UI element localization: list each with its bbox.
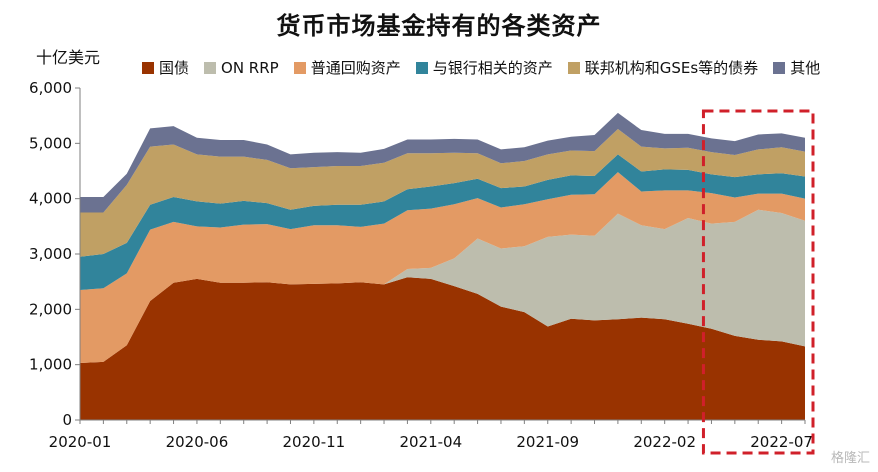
watermark-logo: 格隆汇 (830, 451, 870, 466)
y-unit-label: 十亿美元 (36, 48, 101, 67)
legend-swatch (204, 61, 217, 74)
area-series-5 (80, 128, 805, 257)
legend-item-1: 国债 (142, 57, 189, 78)
chart-legend: 国债 ON RRP 普通回购资产 与银行相关的资产 联邦机构和GSEs等的债券 其他 (142, 57, 820, 78)
y-tick-label: 0 (62, 411, 72, 429)
area-series-1 (80, 277, 805, 420)
legend-swatch (773, 61, 786, 74)
legend-swatch (142, 61, 154, 74)
y-tick-label: 2,000 (29, 300, 72, 318)
x-tick-label: 2022-07 (750, 433, 813, 451)
legend-item-4: 与银行相关的资产 (415, 57, 553, 78)
chart-title: 货币市场基金持有的各类资产 (276, 12, 602, 40)
legend-label: 其他 (790, 59, 821, 77)
legend-swatch (567, 61, 580, 74)
x-tick-label: 2021-09 (516, 433, 579, 451)
highlight-box (701, 109, 815, 455)
legend-label: 与银行相关的资产 (432, 59, 553, 77)
x-tick-label: 2022-02 (633, 433, 696, 451)
area-series-3 (80, 172, 805, 364)
y-tick-label: 5,000 (29, 134, 72, 152)
legend-label: 联邦机构和GSEs等的债券 (584, 59, 759, 77)
legend-item-2: ON RRP (204, 57, 279, 78)
legend-item-5: 联邦机构和GSEs等的债券 (567, 57, 759, 78)
legend-item-3: 普通回购资产 (293, 57, 401, 78)
x-tick-label: 2021-04 (399, 433, 462, 451)
legend-item-6: 其他 (773, 57, 820, 78)
x-tick-label: 2020-11 (283, 433, 346, 451)
x-tick-label: 2020-01 (49, 433, 112, 451)
y-tick-label: 3,000 (29, 245, 72, 263)
legend-swatch (293, 61, 306, 74)
y-tick-label: 6,000 (29, 79, 72, 97)
area-series-2 (80, 209, 805, 364)
x-tick-label: 2020-06 (166, 433, 229, 451)
legend-label: ON RRP (221, 58, 279, 77)
y-tick-label: 4,000 (29, 190, 72, 208)
legend-swatch (415, 61, 428, 74)
area-series-4 (80, 154, 805, 290)
legend-label: 普通回购资产 (310, 59, 401, 77)
y-tick-label: 1,000 (29, 356, 72, 374)
legend-label: 国债 (159, 59, 190, 77)
